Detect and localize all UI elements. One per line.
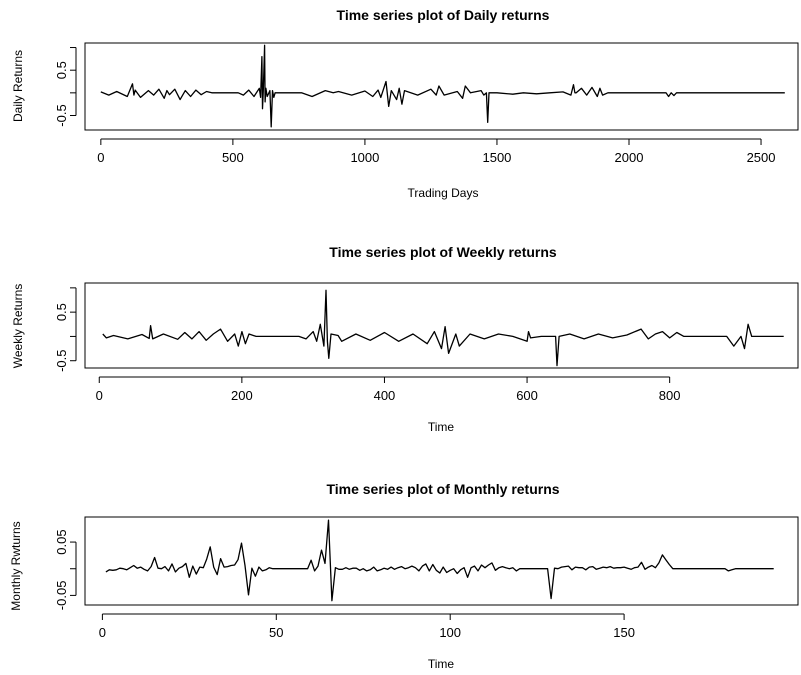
- monthly-x-tick-label: 100: [439, 625, 461, 640]
- monthly-x-tick-label: 150: [613, 625, 635, 640]
- weekly-x-tick-label: 600: [516, 388, 538, 403]
- daily-x-tick-label: 500: [222, 150, 244, 165]
- monthly-y-tick-label: -0.05: [54, 581, 69, 611]
- daily-x-tick-label: 2500: [747, 150, 776, 165]
- weekly-x-tick-label: 800: [659, 388, 681, 403]
- monthly-x-tick-label: 0: [99, 625, 106, 640]
- weekly-y-axis: -0.5 0.5: [54, 287, 77, 372]
- weekly-plot-frame: [84, 282, 799, 369]
- daily-x-axis: 0 500 1000 1500 2000 2500: [97, 138, 776, 165]
- monthly-y-tick-label: 0.05: [54, 529, 69, 554]
- weekly-chart-title: Time series plot of Weekly returns: [329, 244, 557, 260]
- weekly-x-axis: 0 200 400 600 800: [96, 376, 681, 403]
- daily-y-tick-label: -0.5: [54, 104, 69, 126]
- daily-x-tick-label: 0: [97, 150, 104, 165]
- daily-series-line: [100, 44, 785, 128]
- weekly-series-line: [102, 289, 784, 367]
- weekly-x-tick-label: 400: [374, 388, 396, 403]
- monthly-x-axis: 0 50 100 150: [99, 613, 635, 640]
- monthly-y-axis-label: Monthly Rwturns: [9, 521, 23, 610]
- monthly-series-line: [105, 519, 774, 602]
- daily-y-tick-label: 0.5: [54, 61, 69, 79]
- daily-x-tick-label: 2000: [615, 150, 644, 165]
- weekly-x-axis-label: Time: [428, 420, 455, 434]
- monthly-chart-title: Time series plot of Monthly returns: [326, 481, 559, 497]
- monthly-x-tick-label: 50: [269, 625, 283, 640]
- daily-plot-frame: [84, 42, 799, 131]
- weekly-x-tick-label: 200: [231, 388, 253, 403]
- daily-returns-chart: Time series plot of Daily returns -0.5 0.…: [11, 7, 799, 200]
- weekly-returns-chart: Time series plot of Weekly returns -0.5 0…: [11, 244, 799, 434]
- daily-y-axis: -0.5 0.5: [54, 47, 77, 127]
- monthly-plot-frame: [84, 516, 799, 606]
- monthly-returns-chart: Time series plot of Monthly returns -0.0…: [9, 481, 799, 671]
- daily-y-axis-label: Daily Returns: [11, 50, 25, 122]
- weekly-x-tick-label: 0: [96, 388, 103, 403]
- daily-chart-title: Time series plot of Daily returns: [337, 7, 550, 23]
- weekly-y-tick-label: -0.5: [54, 350, 69, 372]
- daily-x-tick-label: 1500: [482, 150, 511, 165]
- daily-x-axis-label: Trading Days: [408, 186, 479, 200]
- monthly-y-axis: -0.05 0.05: [54, 529, 77, 611]
- weekly-y-tick-label: 0.5: [54, 303, 69, 321]
- monthly-x-axis-label: Time: [428, 657, 455, 671]
- weekly-y-axis-label: Weekly Returns: [11, 284, 25, 368]
- daily-x-tick-label: 1000: [350, 150, 379, 165]
